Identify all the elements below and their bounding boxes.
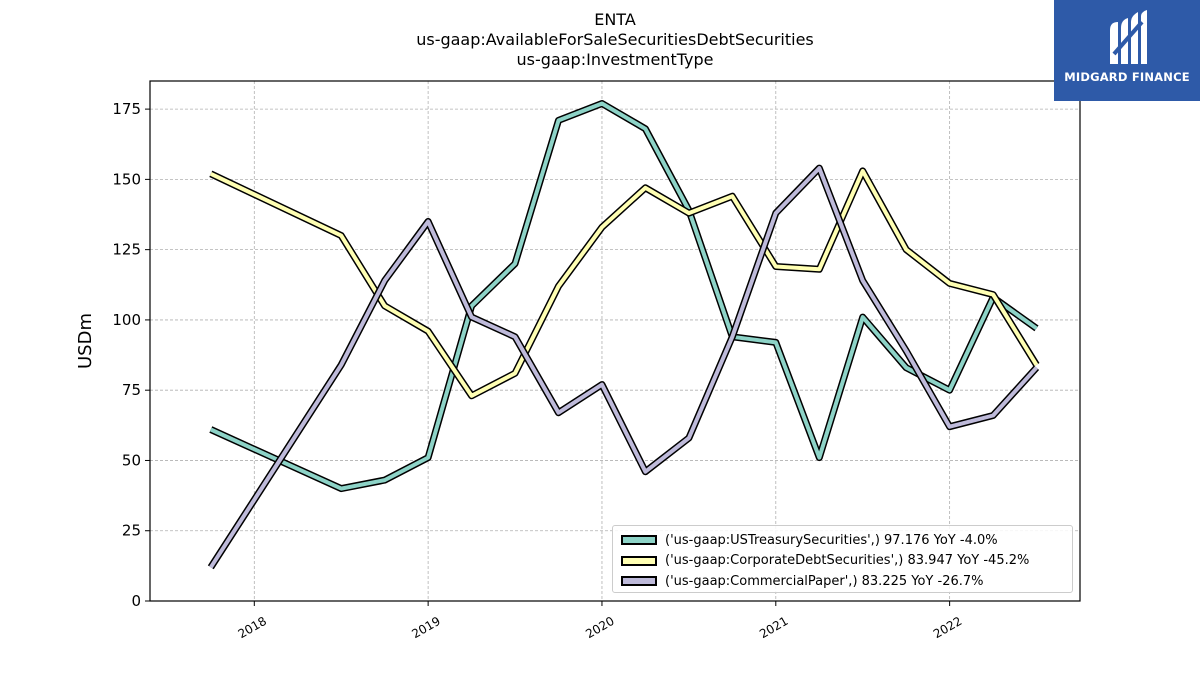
- y-axis-label: USDm: [75, 313, 96, 369]
- legend-swatch-1: [621, 555, 657, 566]
- legend-swatch-0: [621, 535, 657, 546]
- series-line-1: [209, 168, 1039, 398]
- x-tick-label: 2018: [236, 614, 269, 641]
- y-tick-label: 25: [122, 522, 141, 540]
- y-tick-label: 75: [122, 381, 141, 399]
- chart-title: ENTA: [594, 10, 636, 29]
- legend-item: ('us-gaap:USTreasurySecurities',) 97.176…: [621, 530, 1064, 551]
- chart-subtitle-concept: us-gaap:AvailableForSaleSecuritiesDebtSe…: [416, 30, 814, 49]
- brand-logo: MIDGARD FINANCE: [1054, 0, 1200, 101]
- series-line-2: [209, 166, 1038, 569]
- y-tick-label: 100: [112, 311, 141, 329]
- legend-label: ('us-gaap:CorporateDebtSecurities',) 83.…: [665, 553, 1030, 569]
- y-tick-label: 50: [122, 451, 141, 469]
- plot-frame: [149, 80, 1081, 602]
- x-tick-label: 2021: [757, 614, 790, 641]
- y-tick-label: 0: [131, 592, 141, 610]
- legend-label: ('us-gaap:USTreasurySecurities',) 97.176…: [665, 532, 998, 548]
- legend-item: ('us-gaap:CommercialPaper',) 83.225 YoY …: [621, 571, 1064, 592]
- title-block: ENTA us-gaap:AvailableForSaleSecuritiesD…: [150, 10, 1080, 70]
- y-tick-label: 150: [112, 170, 141, 188]
- legend-swatch-2: [621, 576, 657, 587]
- legend-label: ('us-gaap:CommercialPaper',) 83.225 YoY …: [665, 573, 984, 589]
- chart-legend: ('us-gaap:USTreasurySecurities',) 97.176…: [612, 525, 1073, 593]
- legend-item: ('us-gaap:CorporateDebtSecurities',) 83.…: [621, 551, 1064, 572]
- x-tick-label: 2019: [409, 614, 442, 641]
- y-tick-label: 125: [112, 241, 141, 259]
- chart-subtitle-axis: us-gaap:InvestmentType: [516, 50, 714, 69]
- logo-text: MIDGARD FINANCE: [1064, 70, 1190, 84]
- series-line-0: [209, 101, 1038, 491]
- series-line-outline-2: [207, 164, 1040, 570]
- x-tick-label: 2022: [931, 614, 964, 641]
- logo-mark-icon: [1110, 10, 1147, 64]
- x-tick-label: 2020: [583, 614, 616, 641]
- y-tick-label: 175: [112, 100, 141, 118]
